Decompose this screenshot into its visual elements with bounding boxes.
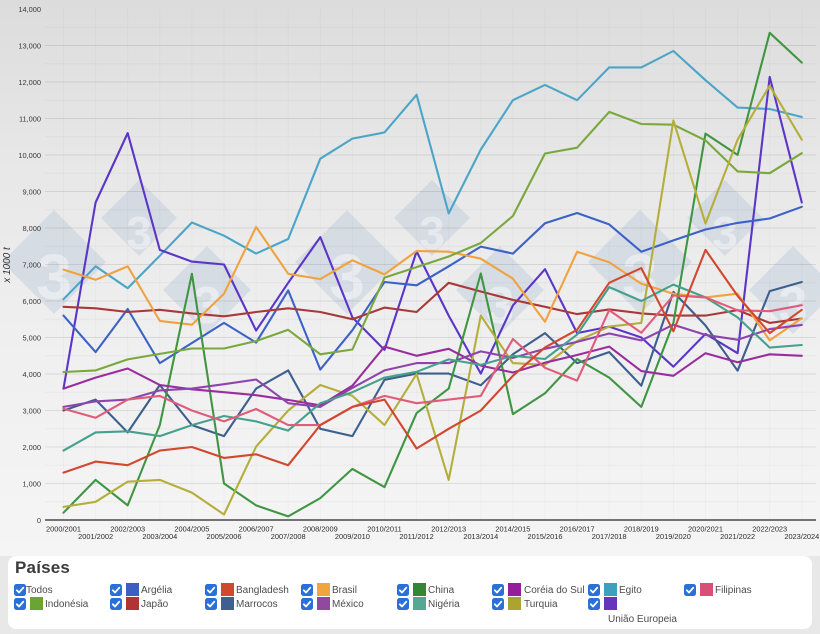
- svg-text:2010/2011: 2010/2011: [367, 524, 401, 533]
- svg-text:2005/2006: 2005/2006: [207, 532, 242, 541]
- svg-text:9,000: 9,000: [23, 188, 42, 197]
- svg-text:10,000: 10,000: [18, 151, 41, 160]
- svg-text:0: 0: [37, 516, 41, 525]
- svg-text:3: 3: [486, 277, 515, 335]
- svg-text:2023/2024: 2023/2024: [784, 532, 819, 541]
- svg-text:2014/2015: 2014/2015: [495, 524, 530, 533]
- svg-text:13,000: 13,000: [18, 42, 41, 51]
- svg-text:2012/2013: 2012/2013: [431, 524, 466, 533]
- svg-text:2021/2022: 2021/2022: [720, 532, 755, 541]
- svg-text:2003/2004: 2003/2004: [142, 532, 177, 541]
- svg-text:6,000: 6,000: [23, 297, 42, 306]
- svg-text:2011/2012: 2011/2012: [399, 532, 433, 541]
- svg-text:2019/2020: 2019/2020: [656, 532, 691, 541]
- svg-text:2022/2023: 2022/2023: [752, 524, 787, 533]
- svg-text:5,000: 5,000: [23, 334, 42, 343]
- svg-text:2002/2003: 2002/2003: [110, 524, 145, 533]
- svg-text:8,000: 8,000: [23, 224, 42, 233]
- svg-text:2007/2008: 2007/2008: [271, 532, 306, 541]
- svg-text:1,000: 1,000: [23, 480, 42, 489]
- svg-text:2015/2016: 2015/2016: [528, 532, 563, 541]
- svg-text:2001/2002: 2001/2002: [78, 532, 113, 541]
- svg-text:12,000: 12,000: [18, 78, 41, 87]
- svg-text:14,000: 14,000: [18, 5, 41, 14]
- svg-text:2006/2007: 2006/2007: [239, 524, 274, 533]
- svg-text:11,000: 11,000: [19, 115, 41, 124]
- svg-text:x 1000 t: x 1000 t: [2, 246, 13, 284]
- svg-text:2020/2021: 2020/2021: [688, 524, 723, 533]
- svg-text:2004/2005: 2004/2005: [174, 524, 209, 533]
- svg-text:2017/2018: 2017/2018: [592, 532, 627, 541]
- svg-text:3: 3: [36, 241, 72, 313]
- svg-text:2018/2019: 2018/2019: [624, 524, 659, 533]
- svg-text:3: 3: [712, 207, 738, 259]
- svg-text:2,000: 2,000: [23, 443, 42, 452]
- svg-text:2013/2014: 2013/2014: [463, 532, 498, 541]
- svg-text:2009/2010: 2009/2010: [335, 532, 370, 541]
- svg-text:7,000: 7,000: [23, 261, 42, 270]
- svg-text:3,000: 3,000: [23, 407, 42, 416]
- svg-text:2008/2009: 2008/2009: [303, 524, 338, 533]
- svg-text:2016/2017: 2016/2017: [560, 524, 595, 533]
- svg-text:2000/2001: 2000/2001: [46, 524, 81, 533]
- svg-text:3: 3: [126, 207, 152, 259]
- svg-text:4,000: 4,000: [23, 370, 42, 379]
